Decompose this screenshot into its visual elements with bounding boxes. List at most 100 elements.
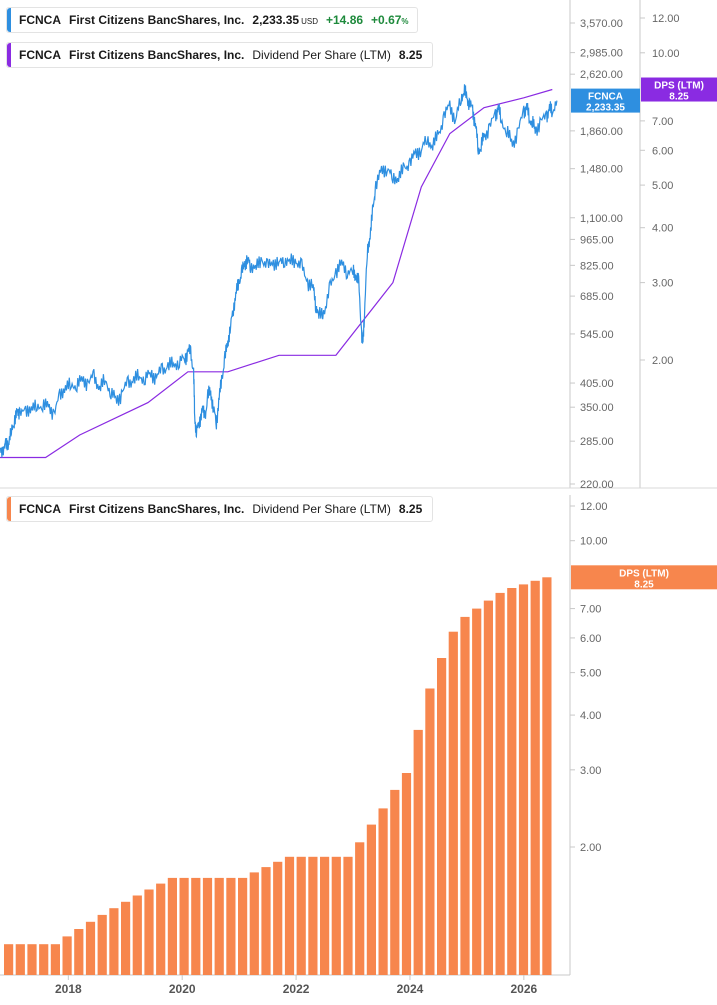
dps-badge-bottom-label: DPS (LTM) <box>619 568 669 579</box>
bar-axis-tick-label: 6.00 <box>580 633 601 645</box>
dps-bar <box>121 901 131 975</box>
dps-line <box>0 88 553 459</box>
dps-bar <box>191 877 201 975</box>
dps-bar <box>85 921 96 975</box>
dps-bar <box>320 856 330 975</box>
dps-bar <box>214 877 224 975</box>
dps-bar <box>378 808 388 975</box>
dps-tick-label: 7.00 <box>652 116 673 128</box>
dps-tick-label: 6.00 <box>652 145 673 157</box>
dps-bar <box>460 616 470 975</box>
legend-company-name: First Citizens BancShares, Inc. <box>69 502 245 516</box>
price-tick-label: 825.00 <box>580 260 614 272</box>
dps-bar <box>483 600 493 975</box>
price-tick-label: 545.00 <box>580 329 614 341</box>
legend-price-value: 2,233.35 <box>252 13 300 27</box>
price-badge-label: FCNCA <box>588 92 623 103</box>
dps-bar <box>366 824 376 975</box>
price-tick-label: 965.00 <box>580 234 614 246</box>
bar-axis-tick-label: 2.00 <box>580 842 601 854</box>
price-tick-label: 220.00 <box>580 479 614 491</box>
dps-bar <box>530 580 540 975</box>
legend-company-name: First Citizens BancShares, Inc. <box>69 13 245 27</box>
dps-bar <box>437 658 447 975</box>
dps-bar <box>296 856 306 975</box>
dps-bar <box>413 729 423 975</box>
dps-bar <box>50 944 60 975</box>
dps-bar <box>343 856 353 975</box>
dps-badge-bottom-value: 8.25 <box>634 579 654 590</box>
legend-swatch-price <box>7 8 11 32</box>
dps-bar <box>273 861 283 975</box>
bar-axis-tick-label: 3.00 <box>580 765 601 777</box>
x-tick-label: 2020 <box>169 982 196 996</box>
legend-symbol: FCNCA <box>19 13 61 27</box>
legend-swatch-bars <box>7 497 11 521</box>
dps-badge-top-label: DPS (LTM) <box>654 81 704 92</box>
price-badge-value: 2,233.35 <box>586 103 625 114</box>
legend-price[interactable]: FCNCA First Citizens BancShares, Inc. 2,… <box>6 7 418 33</box>
legend-dps-value: 8.25 <box>398 48 423 62</box>
legend-swatch-dps <box>7 43 11 67</box>
x-tick-label: 2018 <box>55 982 82 996</box>
dps-bar <box>249 872 259 975</box>
dps-bar <box>4 944 14 975</box>
dps-tick-label: 3.00 <box>652 278 673 290</box>
x-tick-label: 2024 <box>397 982 424 996</box>
dps-bar <box>132 895 142 975</box>
dps-badge-top-value: 8.25 <box>669 92 689 103</box>
dps-bar <box>308 856 318 975</box>
dps-bar <box>331 856 341 975</box>
dps-bar <box>167 877 177 975</box>
dps-tick-label: 5.00 <box>652 180 673 192</box>
dps-badge-bottom <box>571 565 717 590</box>
dps-bar <box>507 588 517 975</box>
dps-bar <box>390 789 400 975</box>
dps-bar <box>74 929 84 975</box>
price-tick-label: 3,570.00 <box>580 18 623 30</box>
dps-bar <box>179 877 189 975</box>
dps-bar <box>39 944 49 975</box>
dps-bar <box>401 773 412 975</box>
dps-bar <box>202 877 213 975</box>
dps-bar <box>144 889 154 975</box>
legend-metric: Dividend Per Share (LTM) <box>252 502 391 516</box>
dps-bar <box>27 944 37 975</box>
legend-company-name: First Citizens BancShares, Inc. <box>69 48 245 62</box>
bar-axis-tick-label: 5.00 <box>580 668 601 680</box>
bar-axis-tick-label: 7.00 <box>580 604 601 616</box>
dps-bar <box>226 877 236 975</box>
dps-tick-label: 12.00 <box>652 13 680 25</box>
price-tick-label: 2,985.00 <box>580 48 623 60</box>
legend-currency: USD <box>301 17 318 26</box>
price-tick-label: 685.00 <box>580 291 614 303</box>
dps-bar <box>355 842 365 975</box>
price-tick-label: 285.00 <box>580 436 614 448</box>
legend-symbol: FCNCA <box>19 48 61 62</box>
dps-bar <box>284 856 295 975</box>
dps-bar <box>472 608 482 975</box>
dps-badge-top <box>641 77 717 102</box>
dps-bar <box>238 877 248 975</box>
x-tick-label: 2026 <box>510 982 537 996</box>
price-tick-label: 2,620.00 <box>580 69 623 81</box>
legend-dps-top[interactable]: FCNCA First Citizens BancShares, Inc. Di… <box>6 42 434 68</box>
price-badge <box>571 88 640 113</box>
dps-tick-label: 4.00 <box>652 223 673 235</box>
price-tick-label: 405.00 <box>580 378 614 390</box>
dps-bar <box>15 944 25 975</box>
price-line <box>0 84 558 458</box>
legend-symbol: FCNCA <box>19 502 61 516</box>
dps-tick-label: 10.00 <box>652 48 680 60</box>
dps-tick-label: 2.00 <box>652 355 673 367</box>
legend-dps-bottom[interactable]: FCNCA First Citizens BancShares, Inc. Di… <box>6 496 434 522</box>
dps-bar <box>448 631 458 975</box>
x-tick-label: 2022 <box>283 982 310 996</box>
dps-bar <box>97 914 107 975</box>
dps-bar <box>542 577 552 975</box>
dps-bar <box>518 584 529 975</box>
price-tick-label: 1,480.00 <box>580 164 623 176</box>
price-tick-label: 350.00 <box>580 402 614 414</box>
dps-bar <box>495 592 505 975</box>
